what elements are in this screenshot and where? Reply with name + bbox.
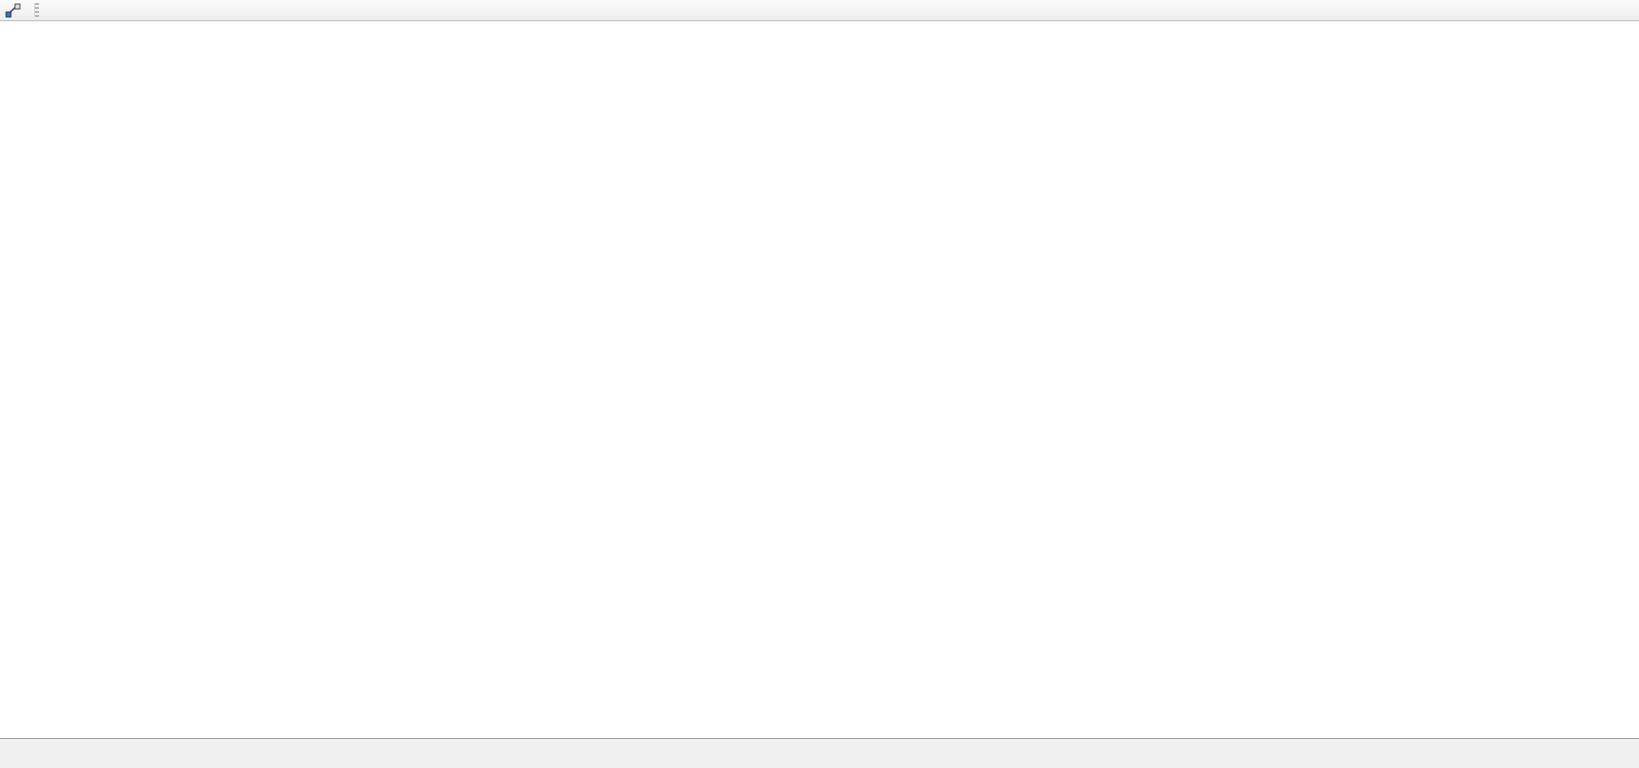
macd-indicator-label	[10, 630, 26, 666]
chart-tab-bar	[0, 738, 1639, 768]
rsi-indicator-label	[10, 539, 26, 575]
timeframe-toolbar	[0, 0, 1639, 21]
chart-canvas[interactable]	[0, 22, 1639, 738]
chart-style-icon[interactable]	[5, 3, 23, 18]
toolbar-grip[interactable]	[34, 3, 39, 17]
chart-window	[0, 22, 1639, 738]
tab-scroll-arrows	[1613, 741, 1627, 757]
chart-title-bar	[14, 27, 38, 63]
